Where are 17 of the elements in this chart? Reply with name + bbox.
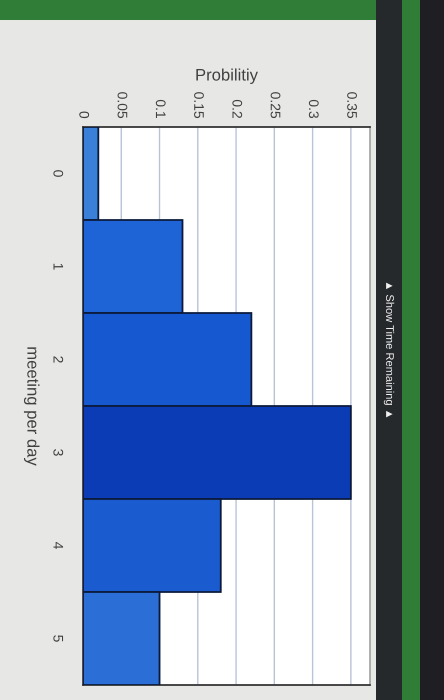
x-tick-label: 0 [79,111,90,118]
y-tick-label: 4 [53,542,64,549]
x-tick-label: 0.1 [156,100,166,118]
x-tick-label: 0.35 [347,92,357,118]
y-tick-label: 2 [53,356,64,363]
x-tick-label: 0.15 [194,92,204,118]
x-axis-title: Probilitiy [196,68,258,84]
y-tick-label: 3 [53,449,64,456]
text: ▲ Show Time Remaining ▲ [384,282,394,418]
y-axis-title: meeting per day [24,347,40,466]
y-tick-label: 1 [53,264,64,270]
x-tick-label: 0.25 [270,92,280,118]
x-tick-label: 0.05 [118,92,128,118]
y-tick-label: 0 [53,170,64,177]
x-tick-label: 0.2 [232,100,242,118]
y-tick-label: 5 [53,635,64,642]
x-tick-label: 0.3 [308,100,319,118]
